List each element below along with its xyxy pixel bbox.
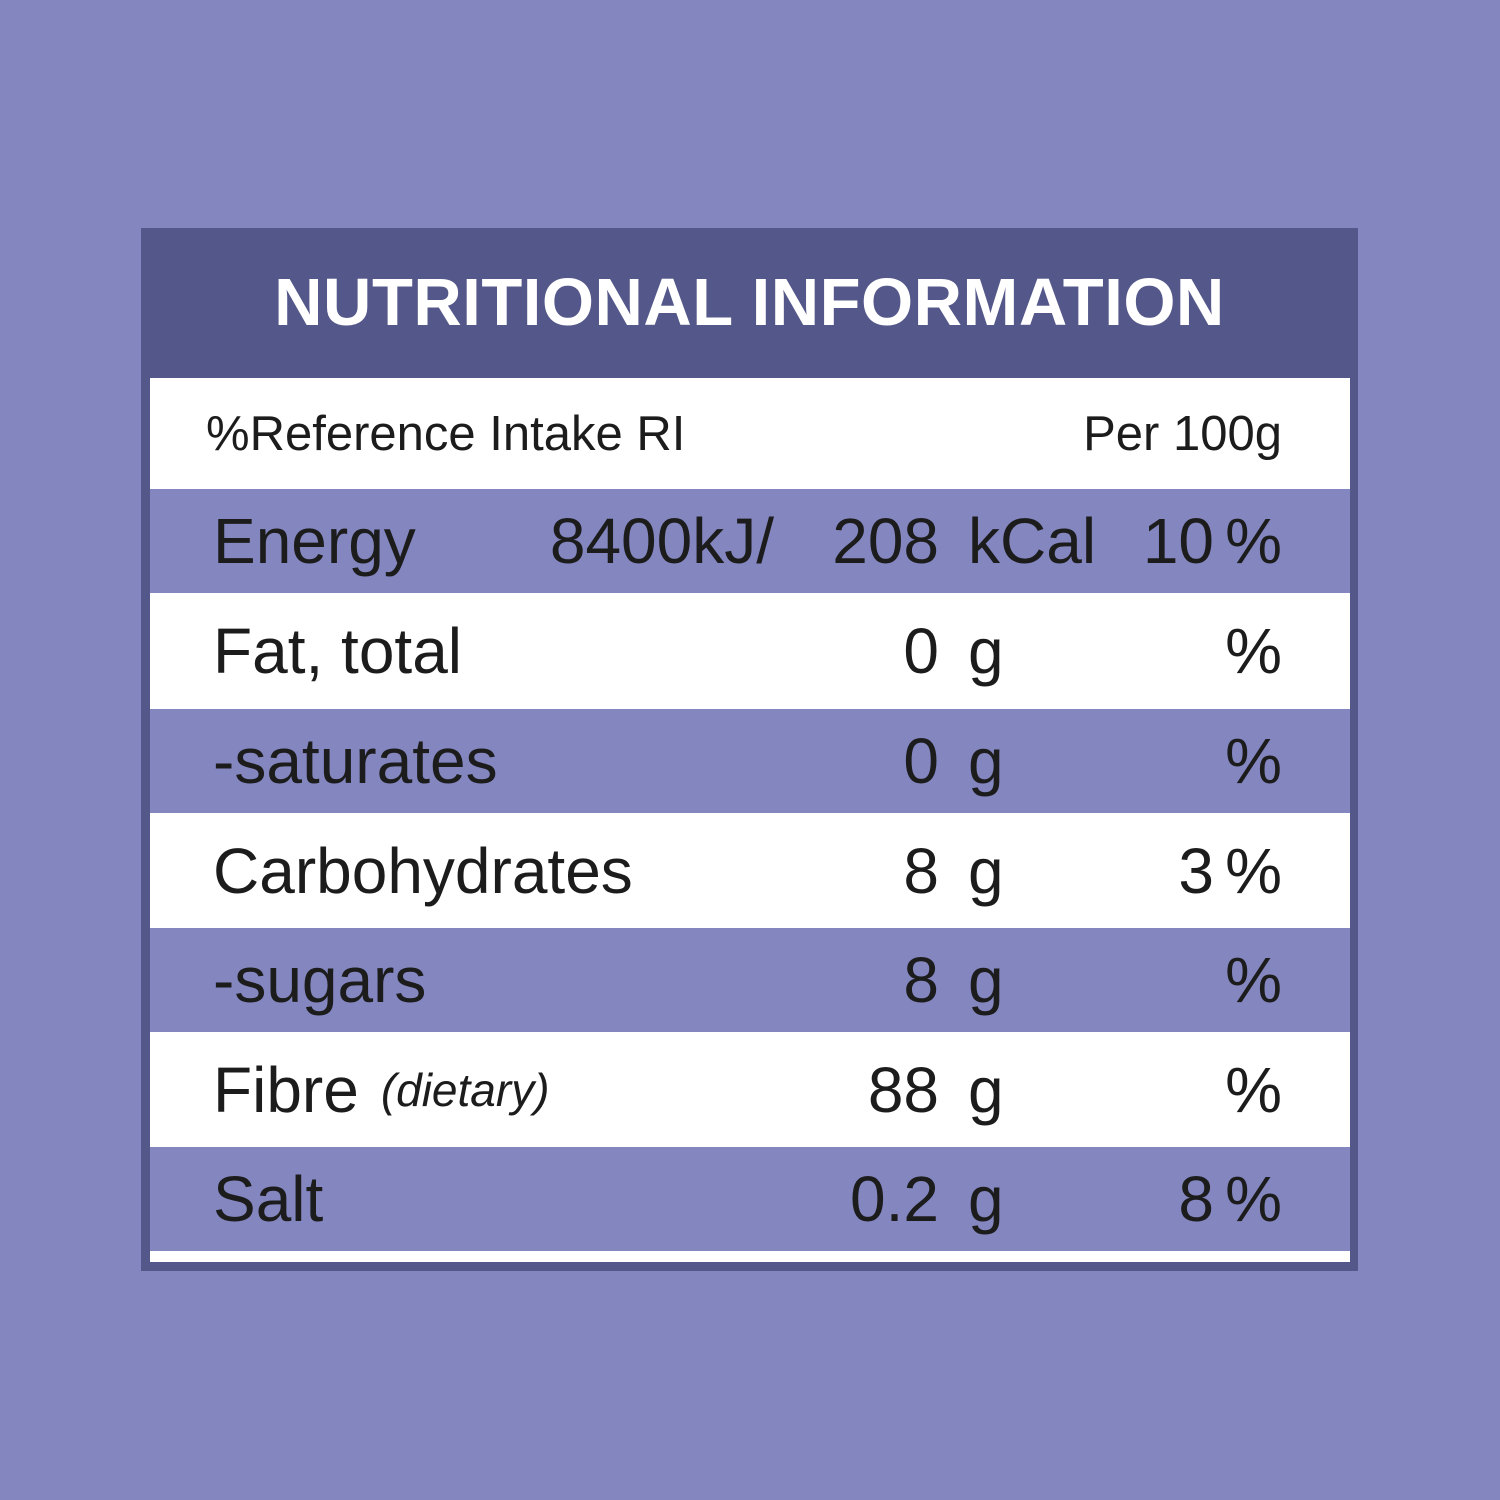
nutrient-value: 208 [832, 505, 939, 577]
nutrient-name: Fat, total [213, 615, 462, 687]
table-row-fibre: Fibre (dietary) 88 g % [150, 1032, 1350, 1147]
energy-kj-value: 8400kJ/ [549, 505, 774, 577]
nutrient-name: Fibre (dietary) [213, 1032, 550, 1147]
nutrient-unit: g [968, 725, 1004, 797]
panel-title: NUTRITIONAL INFORMATION [274, 264, 1225, 340]
nutrient-name: -sugars [213, 944, 427, 1016]
nutrient-unit: g [968, 834, 1004, 907]
nutrient-value: 8 [903, 944, 939, 1016]
nutrient-name-main: Fibre [213, 1053, 359, 1126]
table-row-carbohydrates: Carbohydrates 8 g 3 % [150, 813, 1350, 928]
table-bottom-strip [150, 1251, 1350, 1262]
nutrient-percent-sign: % [1225, 725, 1282, 797]
nutrient-percent-sign: % [1225, 615, 1282, 687]
nutrient-percent-sign: % [1225, 505, 1282, 577]
nutrient-percent-sign: % [1225, 1163, 1282, 1235]
nutrient-percent-sign: % [1225, 834, 1282, 907]
nutrient-name: Salt [213, 1163, 324, 1235]
reference-intake-label: %Reference Intake RI [206, 406, 686, 461]
nutrient-value: 0.2 [850, 1163, 939, 1235]
nutrient-name: Carbohydrates [213, 834, 633, 907]
nutrient-unit: kCal [968, 505, 1097, 577]
nutrient-unit: g [968, 615, 1004, 687]
nutrient-name: -saturates [213, 725, 498, 797]
nutrient-unit: g [968, 944, 1004, 1016]
nutrient-value: 0 [903, 725, 939, 797]
per-100g-label: Per 100g [1083, 406, 1282, 461]
nutrient-percent-sign: % [1225, 944, 1282, 1016]
table-row-salt: Salt 0.2 g 8 % [150, 1147, 1350, 1251]
reference-header-row: %Reference Intake RI Per 100g [150, 378, 1350, 489]
nutrient-name: Energy [213, 505, 416, 577]
nutrient-value: 0 [903, 615, 939, 687]
nutrient-value: 8 [903, 834, 939, 907]
nutrient-ri-value: 3 [1178, 834, 1214, 907]
nutrient-unit: g [968, 1053, 1004, 1126]
table-row-energy: Energy 8400kJ/ 208 kCal 10 % [150, 489, 1350, 593]
nutrient-percent-sign: % [1225, 1053, 1282, 1126]
table-row-saturates: -saturates 0 g % [150, 709, 1350, 813]
nutrient-unit: g [968, 1163, 1004, 1235]
nutrient-ri-value: 10 [1142, 505, 1214, 577]
nutrient-ri-value: 8 [1178, 1163, 1214, 1235]
nutrient-value: 88 [867, 1053, 939, 1126]
nutrient-name-qualifier: (dietary) [380, 1063, 550, 1116]
table-row-fat: Fat, total 0 g % [150, 593, 1350, 709]
table-row-sugars: -sugars 8 g % [150, 928, 1350, 1032]
